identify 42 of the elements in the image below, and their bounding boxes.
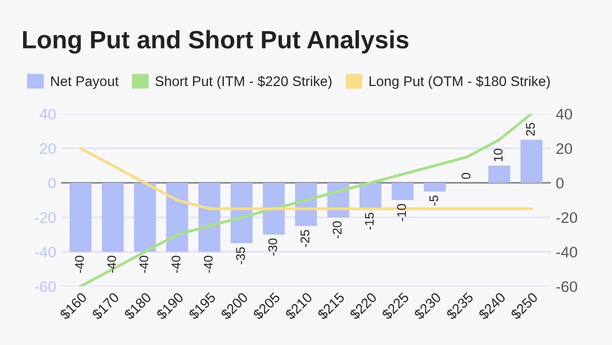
bar [520,140,542,183]
data-label: 0 [462,172,470,179]
data-label: -40 [172,256,181,273]
legend-label: Long Put (OTM - $180 Strike) [370,76,550,89]
data-label: -40 [139,256,148,273]
bar [488,166,510,183]
y-tick-label: -60 [34,281,56,292]
data-label: 10 [494,148,503,162]
y2-tick-label: 0 [556,178,564,189]
bar [230,182,253,244]
data-label: -5 [429,195,438,206]
bar [166,182,188,252]
y2-tick-label: -60 [556,281,578,292]
legend-label: Short Put (ITM - $220 Strike) [155,76,332,89]
data-label: 25 [526,122,535,136]
y2-tick-label: 20 [556,143,572,154]
bar [70,182,92,252]
bar [262,182,285,235]
y2-tick-label: -40 [556,246,578,258]
data-label: -40 [75,256,84,273]
y2-tick-label: 40 [556,108,572,120]
y-tick-label: 0 [48,178,56,189]
y-tick-label: 20 [40,143,56,154]
data-label: -15 [365,212,374,230]
data-label: -40 [204,256,213,273]
bar [198,182,220,252]
bar [392,182,414,200]
legend-label: Net Payout [51,76,119,89]
data-label: -10 [397,204,406,222]
chart-title: Long Put and Short Put Analysis [23,30,408,54]
data-label: -20 [332,221,342,238]
data-label: -40 [107,256,116,273]
y-tick-label: -20 [34,212,56,224]
bar [424,182,446,192]
y-tick-label: 40 [40,108,56,120]
data-label: -25 [300,230,310,247]
y2-tick-label: -20 [556,212,578,224]
data-label: -30 [268,238,278,256]
y-tick-label: -40 [34,246,56,258]
data-label: -35 [236,247,245,264]
bar [134,182,156,252]
bar [102,182,124,252]
